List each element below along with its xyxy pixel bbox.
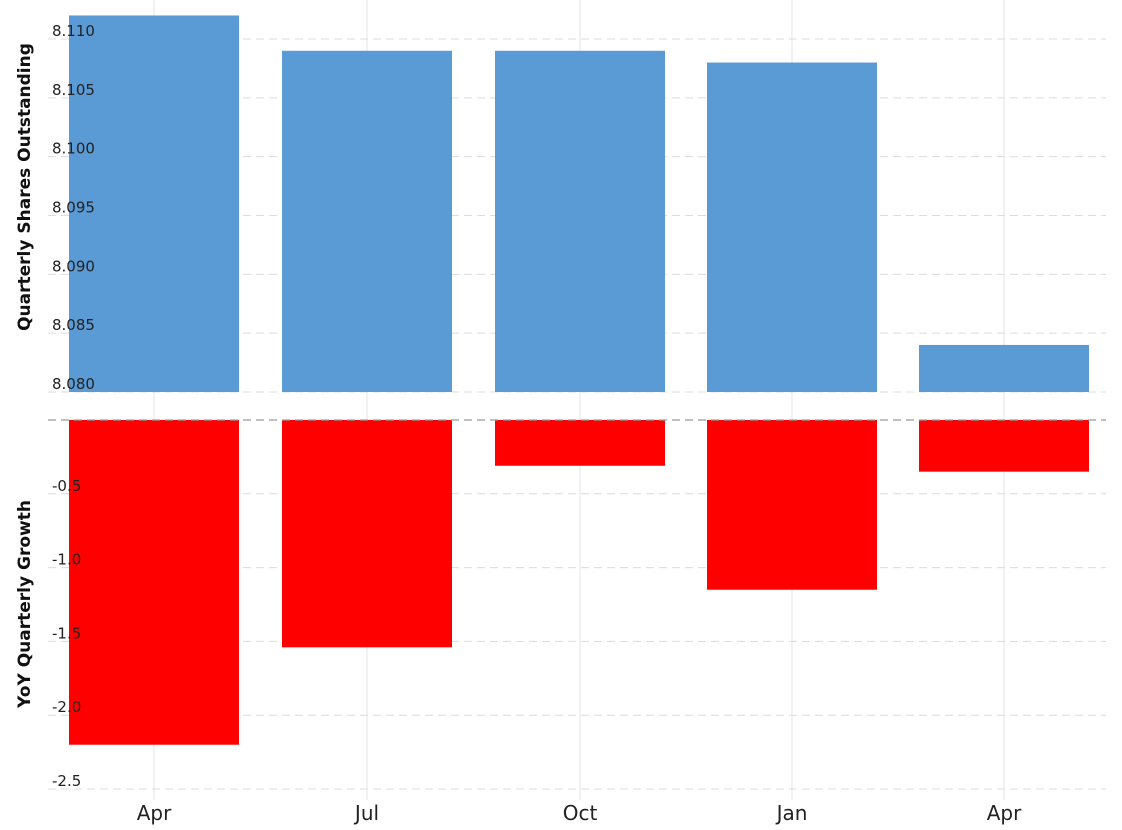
growth-bar (919, 420, 1089, 472)
top-y-tick-label: 8.100 (52, 140, 95, 158)
growth-bar (69, 420, 239, 745)
shares-bar (707, 62, 877, 393)
top-y-tick-label: 8.095 (52, 199, 95, 217)
growth-bar (707, 420, 877, 590)
bottom-y-tick-label: -0.5 (52, 477, 81, 495)
top-y-tick-label: 8.080 (52, 375, 95, 393)
x-tick-label: Jan (775, 801, 808, 825)
bottom-y-tick-label: -2.5 (52, 772, 81, 790)
x-tick-label: Jul (353, 801, 379, 825)
top-y-tick-label: 8.105 (52, 81, 95, 99)
shares-bar (919, 344, 1089, 392)
bottom-y-axis-title: YoY Quarterly Growth (15, 500, 35, 709)
growth-bar (282, 420, 452, 648)
x-tick-label: Apr (987, 801, 1022, 825)
growth-bar (495, 420, 665, 466)
tick-labels: 8.110 8.105 8.100 8.095 8.090 8.085 8.080 -0.5 -… (52, 22, 1022, 825)
top-y-tick-label: 8.085 (52, 316, 95, 334)
x-tick-label: Apr (137, 801, 172, 825)
shares-bar (282, 50, 452, 393)
bottom-y-tick-label: -1.5 (52, 624, 81, 642)
bottom-y-tick-label: -1.0 (52, 551, 81, 569)
shares-bar (69, 15, 239, 392)
top-y-tick-label: 8.090 (52, 257, 95, 275)
x-tick-label: Oct (563, 801, 598, 825)
bars (69, 15, 1089, 745)
shares-bar (495, 50, 665, 393)
top-y-tick-label: 8.110 (52, 22, 95, 40)
top-y-axis-title: Quarterly Shares Outstanding (15, 43, 35, 331)
bottom-y-tick-label: -2.0 (52, 698, 81, 716)
